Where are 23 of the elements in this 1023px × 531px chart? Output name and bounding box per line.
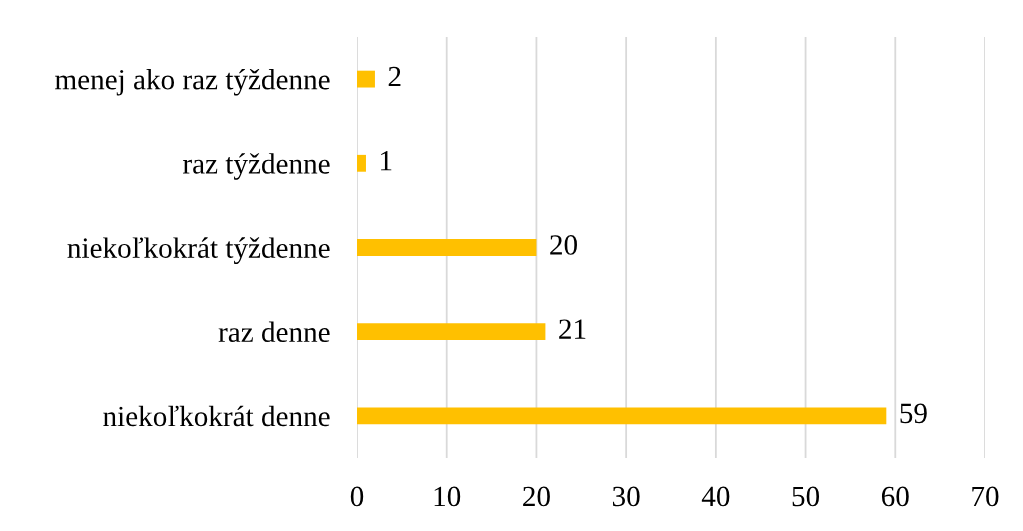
x-tick-label: 30 — [612, 486, 640, 507]
bar — [357, 154, 366, 172]
x-tick-label: 10 — [434, 486, 461, 507]
data-label: 59 — [900, 403, 927, 424]
y-tick-label: raz denne — [218, 321, 330, 343]
x-tick-label: 70 — [972, 486, 999, 507]
y-tick-label: menej ako raz týždenne — [55, 68, 330, 96]
x-tick-label: 60 — [881, 486, 909, 507]
bar — [357, 70, 375, 88]
data-label: 2 — [388, 66, 401, 87]
data-label: 20 — [550, 235, 577, 255]
bar — [357, 407, 887, 425]
bar — [357, 239, 537, 256]
data-label: 1 — [381, 151, 392, 171]
x-tick-label: 0 — [350, 486, 364, 507]
data-label: 21 — [559, 319, 586, 339]
x-tick-label: 50 — [792, 486, 820, 507]
y-tick-label: niekoľkokrát denne — [103, 405, 330, 427]
y-tick-label: raz týždenne — [183, 153, 330, 180]
x-tick-label: 40 — [701, 486, 730, 507]
x-tick-label: 20 — [523, 486, 550, 507]
y-tick-label: niekoľkokrát týždenne — [67, 237, 330, 264]
bar — [357, 323, 546, 341]
